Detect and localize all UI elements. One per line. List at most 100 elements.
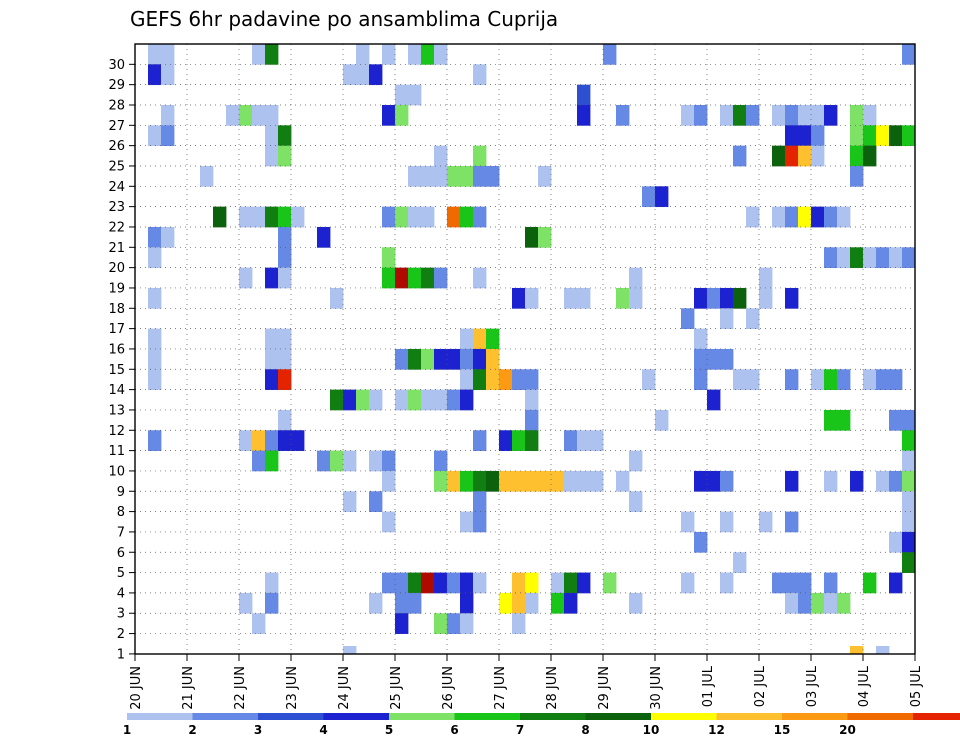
data-cell	[395, 348, 409, 370]
y-tick-label: 29	[108, 78, 125, 93]
data-cell	[408, 84, 422, 106]
data-cell	[473, 328, 487, 350]
data-cell	[798, 104, 812, 126]
y-tick-label: 14	[108, 383, 125, 398]
data-cell	[252, 430, 266, 451]
data-cell	[265, 450, 279, 472]
data-cell	[525, 592, 539, 614]
data-cell	[889, 470, 903, 492]
data-cell	[746, 369, 760, 391]
data-cell	[889, 369, 903, 391]
data-cell	[525, 226, 539, 248]
data-cell	[733, 287, 747, 309]
data-cell	[460, 613, 474, 634]
x-tick-label: 23 JUN	[285, 666, 300, 710]
colorbar-swatch	[716, 713, 783, 720]
y-tick-label: 1	[117, 647, 125, 662]
data-cell	[473, 267, 487, 289]
y-tick-label: 5	[117, 566, 125, 581]
data-cell	[564, 430, 578, 451]
data-cell	[395, 613, 409, 634]
data-cell	[512, 470, 526, 492]
colorbar-swatch	[127, 713, 193, 720]
data-cell	[148, 226, 162, 248]
data-cell	[902, 430, 916, 451]
data-cell	[486, 369, 500, 391]
data-cell	[798, 145, 812, 167]
data-cell	[265, 572, 279, 594]
y-tick-label: 30	[108, 58, 125, 73]
data-cell	[499, 470, 513, 492]
data-cell	[486, 470, 500, 492]
data-cell	[408, 348, 422, 370]
data-cell	[850, 470, 864, 492]
data-cell	[434, 470, 448, 492]
data-cell	[434, 450, 448, 472]
data-cell	[278, 247, 292, 269]
data-cell	[902, 44, 916, 65]
data-cell	[239, 267, 253, 289]
data-cell	[447, 572, 461, 594]
data-cell	[408, 44, 422, 65]
cell-layer	[148, 44, 916, 654]
data-cell	[343, 64, 357, 86]
data-cell	[785, 104, 799, 126]
colorbar-swatch	[520, 713, 586, 720]
data-cell	[265, 592, 279, 614]
x-tick-label: 26 JUN	[441, 666, 456, 710]
data-cell	[837, 409, 851, 431]
data-cell	[460, 592, 474, 614]
data-cell	[525, 572, 539, 594]
data-cell	[798, 572, 812, 594]
data-cell	[460, 348, 474, 370]
colorbar-swatch	[782, 713, 848, 720]
data-cell	[681, 104, 695, 126]
data-cell	[876, 369, 890, 391]
data-cell	[395, 84, 409, 106]
data-cell	[707, 348, 721, 370]
y-tick-label: 27	[108, 119, 125, 134]
data-cell	[421, 165, 435, 187]
data-cell	[265, 145, 279, 167]
data-cell	[889, 247, 903, 269]
data-cell	[902, 531, 916, 553]
data-cell	[395, 206, 409, 228]
data-cell	[382, 450, 396, 472]
x-tick-label: 04 JUL	[857, 665, 872, 707]
data-cell	[460, 369, 474, 391]
data-cell	[824, 206, 838, 228]
data-cell	[512, 287, 526, 309]
data-cell	[746, 206, 760, 228]
y-tick-label: 8	[117, 505, 125, 520]
data-cell	[434, 389, 448, 411]
y-tick-label: 24	[108, 180, 125, 195]
data-cell	[473, 64, 487, 86]
data-cell	[356, 44, 370, 65]
colorbar-label: 12	[708, 723, 725, 737]
data-cell	[733, 552, 747, 573]
data-cell	[824, 104, 838, 126]
data-cell	[642, 186, 656, 208]
data-cell	[252, 613, 266, 634]
data-cell	[850, 165, 864, 187]
data-cell	[629, 287, 643, 309]
data-cell	[369, 64, 383, 86]
data-cell	[824, 369, 838, 391]
colorbar-label: 6	[450, 723, 458, 737]
y-tick-label: 23	[108, 200, 125, 215]
data-cell	[772, 572, 786, 594]
data-cell	[707, 470, 721, 492]
data-cell	[811, 592, 825, 614]
y-tick-label: 22	[108, 220, 125, 235]
y-tick-label: 6	[117, 546, 125, 561]
data-cell	[824, 409, 838, 431]
y-tick-label: 10	[108, 464, 125, 479]
data-cell	[902, 491, 916, 512]
data-cell	[551, 470, 565, 492]
colorbar-legend: 1 2 3 4 5 6 7 8 10 12 15 20	[123, 713, 960, 737]
data-cell	[369, 389, 383, 411]
colorbar-label: 8	[581, 723, 589, 737]
data-cell	[824, 592, 838, 614]
y-tick-label: 20	[108, 261, 125, 276]
data-cell	[369, 592, 383, 614]
